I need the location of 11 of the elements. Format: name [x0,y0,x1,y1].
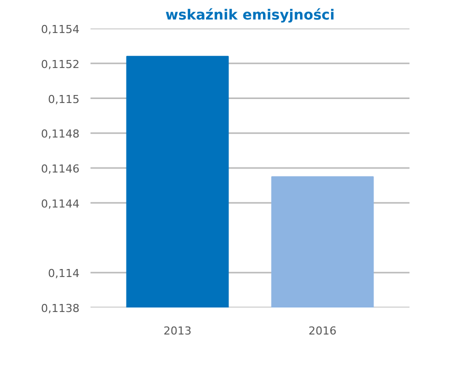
y-tick-label: 0,1154 [41,23,80,36]
y-tick-label: 0,115 [48,92,80,106]
y-tick-label: 0,1148 [41,128,80,141]
y-tick-label: 0,1146 [41,162,80,176]
chart-title: wskaźnik emisyjności [165,8,335,24]
x-tick-label: 2013 [164,324,192,338]
y-tick-label: 0,114 [48,267,80,280]
y-tick-label: 0,1152 [41,58,80,71]
y-tick-label: 0,1144 [41,197,80,210]
y-tick-label: 0,1138 [41,302,80,315]
x-tick-label: 2016 [308,324,337,338]
